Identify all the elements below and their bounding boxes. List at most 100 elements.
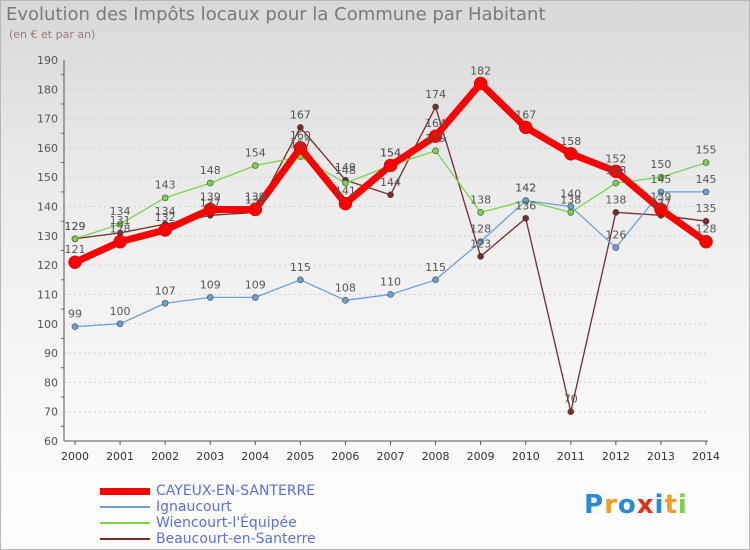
data-label: 167 xyxy=(290,108,311,121)
data-label: 182 xyxy=(470,64,491,77)
data-point xyxy=(702,159,710,166)
chart-legend: CAYEUX-EN-SANTERRE Ignaucourt Wiencourt-l'… xyxy=(100,483,316,547)
y-tick-label: 120 xyxy=(37,259,58,272)
data-label: 159 xyxy=(425,132,446,145)
data-label: 139 xyxy=(200,190,221,203)
data-point xyxy=(612,244,620,251)
y-tick-label: 140 xyxy=(37,201,58,214)
data-label: 128 xyxy=(696,223,717,236)
data-point xyxy=(71,323,79,331)
legend-item: Ignaucourt xyxy=(100,499,316,515)
data-point xyxy=(71,235,79,243)
data-label: 154 xyxy=(380,147,401,160)
data-label: 128 xyxy=(470,223,491,236)
data-label: 152 xyxy=(605,152,626,165)
y-tick-label: 170 xyxy=(37,113,58,126)
y-tick-label: 160 xyxy=(37,142,58,155)
data-label: 148 xyxy=(605,164,626,177)
data-point xyxy=(251,162,259,169)
legend-item: Wiencourt-l'Équipée xyxy=(100,515,316,531)
data-point xyxy=(161,299,169,307)
data-label: 164 xyxy=(425,117,446,130)
x-tick-label: 2012 xyxy=(602,450,630,463)
data-point xyxy=(248,202,263,217)
data-point xyxy=(251,294,259,301)
data-label: 137 xyxy=(200,196,221,209)
data-point xyxy=(609,164,623,179)
data-label: 154 xyxy=(245,147,266,160)
data-label: 167 xyxy=(515,108,536,121)
data-point xyxy=(522,214,530,222)
data-label: 149 xyxy=(335,161,356,174)
data-point xyxy=(68,255,82,269)
data-point xyxy=(342,297,349,304)
data-point xyxy=(383,158,398,173)
legend-swatch xyxy=(100,538,150,540)
data-label: 138 xyxy=(560,193,581,206)
data-point xyxy=(654,202,668,217)
y-tick-label: 60 xyxy=(44,435,58,448)
data-point xyxy=(567,408,575,415)
data-point xyxy=(206,294,214,301)
data-point xyxy=(297,124,304,131)
x-tick-label: 2011 xyxy=(557,450,585,463)
data-label: 144 xyxy=(380,176,401,189)
data-point xyxy=(338,196,353,211)
data-point xyxy=(612,209,620,216)
data-label: 136 xyxy=(515,199,536,212)
data-label: 139 xyxy=(245,190,266,203)
data-label: 121 xyxy=(65,243,86,256)
legend-item: Beaucourt-en-Santerre xyxy=(100,531,316,547)
x-tick-label: 2003 xyxy=(196,450,224,463)
data-label: 138 xyxy=(605,193,626,206)
data-point xyxy=(161,194,169,202)
data-label: 138 xyxy=(245,193,266,206)
data-label: 131 xyxy=(110,214,131,227)
proxiti-logo: Proxiti xyxy=(584,490,688,520)
data-label: 108 xyxy=(335,281,356,294)
data-label: 145 xyxy=(650,173,671,186)
y-tick-label: 150 xyxy=(37,171,58,184)
legend-label: Ignaucourt xyxy=(156,499,232,515)
data-label: 139 xyxy=(650,190,671,203)
data-point xyxy=(473,76,488,91)
data-label: 126 xyxy=(605,229,626,242)
y-tick-label: 130 xyxy=(37,230,58,243)
x-tick-label: 2013 xyxy=(647,450,675,463)
data-label: 143 xyxy=(155,179,176,192)
data-point xyxy=(116,320,124,328)
legend-swatch xyxy=(100,522,150,524)
data-point xyxy=(158,223,172,237)
data-label: 99 xyxy=(68,308,82,321)
data-point xyxy=(116,220,124,228)
legend-swatch xyxy=(100,506,150,508)
data-point xyxy=(522,197,530,204)
data-label: 107 xyxy=(155,284,176,297)
data-label: 115 xyxy=(290,261,311,274)
data-label: 150 xyxy=(650,158,671,171)
data-label: 128 xyxy=(110,223,131,236)
chart-title: Evolution des Impôts locaux pour la Comm… xyxy=(6,4,546,25)
data-point xyxy=(387,291,394,298)
x-tick-label: 2008 xyxy=(422,450,450,463)
data-label: 110 xyxy=(380,275,401,288)
data-label: 134 xyxy=(155,205,176,218)
x-tick-label: 2007 xyxy=(377,450,405,463)
data-label: 157 xyxy=(290,138,311,151)
data-point xyxy=(477,209,484,216)
data-point xyxy=(702,188,710,196)
data-label: 100 xyxy=(110,305,131,318)
data-label: 155 xyxy=(696,144,717,157)
data-point xyxy=(387,191,394,199)
data-label: 174 xyxy=(425,88,446,101)
data-label: 123 xyxy=(470,237,491,250)
x-tick-label: 2004 xyxy=(241,450,269,463)
data-label: 142 xyxy=(515,182,536,195)
data-point xyxy=(297,276,304,284)
data-point xyxy=(477,253,484,260)
data-label: 109 xyxy=(245,278,266,291)
data-label: 135 xyxy=(696,202,717,215)
data-point xyxy=(113,234,127,249)
data-point xyxy=(428,129,443,143)
